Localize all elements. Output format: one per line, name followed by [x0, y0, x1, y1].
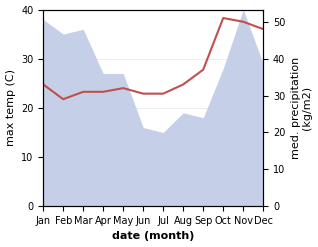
Y-axis label: med. precipitation
(kg/m2): med. precipitation (kg/m2) — [291, 57, 313, 159]
Y-axis label: max temp (C): max temp (C) — [5, 69, 16, 146]
X-axis label: date (month): date (month) — [112, 231, 194, 242]
